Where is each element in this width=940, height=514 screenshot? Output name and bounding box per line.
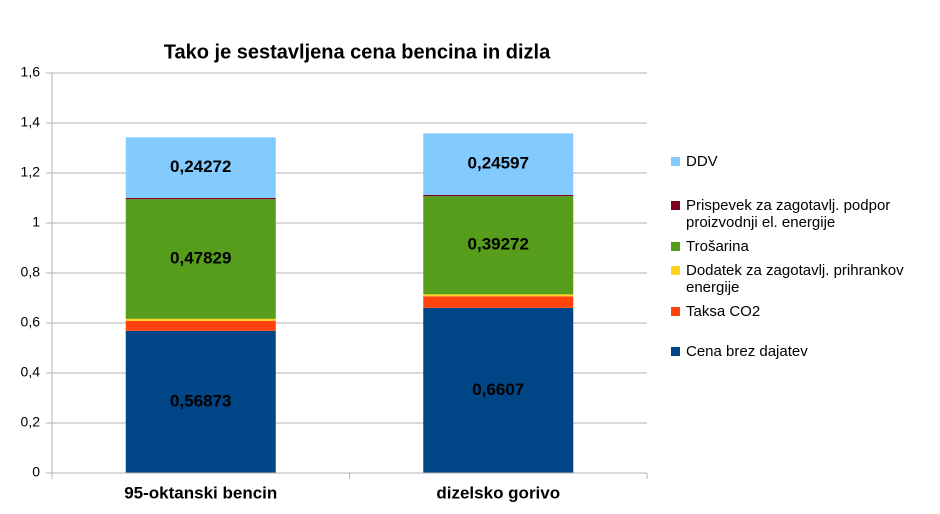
y-tick-label: 1,2 bbox=[21, 164, 41, 180]
legend-entry: Trošarina bbox=[668, 238, 936, 255]
bar-segment bbox=[125, 199, 276, 319]
chart-title: Tako je sestavljena cena bencina in dizl… bbox=[164, 41, 551, 63]
legend-label: Dodatek za zagotavlj. prihrankov energij… bbox=[686, 262, 904, 296]
x-tick-label: dizelsko gorivo bbox=[436, 483, 560, 502]
value-label: 0,39272 bbox=[468, 235, 529, 254]
value-label: 0,56873 bbox=[170, 391, 231, 410]
bar-segment bbox=[125, 137, 276, 198]
y-tick-label: 0,2 bbox=[21, 414, 41, 430]
bar-segment bbox=[423, 294, 574, 297]
bar-segment bbox=[125, 320, 276, 331]
legend-label: Prispevek za zagotavlj. podpor proizvodn… bbox=[686, 197, 891, 231]
legend-swatch bbox=[671, 157, 680, 166]
bar-segment bbox=[423, 307, 574, 473]
y-tick-label: 0,8 bbox=[21, 264, 41, 280]
bar-segment bbox=[125, 318, 276, 321]
value-label: 0,24272 bbox=[170, 157, 231, 176]
bar-segment bbox=[423, 194, 574, 197]
legend-entry: DDV bbox=[668, 153, 936, 170]
y-tick-label: 1,6 bbox=[21, 64, 41, 80]
y-tick-label: 0 bbox=[32, 464, 40, 480]
value-label: 0,6607 bbox=[472, 380, 524, 399]
legend-entry: Dodatek za zagotavlj. prihrankov energij… bbox=[668, 262, 936, 296]
legend-swatch bbox=[671, 242, 680, 251]
legend-label: Cena brez dajatev bbox=[686, 343, 808, 360]
bar-segment bbox=[423, 133, 574, 195]
legend-swatch bbox=[671, 347, 680, 356]
value-label: 0,24597 bbox=[468, 154, 529, 173]
bar-segment bbox=[125, 197, 276, 200]
bar-segment bbox=[423, 296, 574, 308]
legend-label: Taksa CO2 bbox=[686, 303, 761, 320]
bar-segment bbox=[423, 196, 574, 295]
legend-swatch bbox=[671, 307, 680, 316]
legend-entry: Cena brez dajatev bbox=[668, 343, 936, 360]
legend-swatch bbox=[671, 201, 680, 210]
y-tick-label: 0,6 bbox=[21, 314, 41, 330]
legend-entry: Prispevek za zagotavlj. podpor proizvodn… bbox=[668, 197, 936, 231]
legend-swatch bbox=[671, 266, 680, 275]
bar-segment bbox=[125, 330, 276, 473]
legend-label: DDV bbox=[686, 153, 718, 170]
y-tick-label: 0,4 bbox=[21, 364, 41, 380]
y-tick-label: 1,4 bbox=[21, 114, 41, 130]
y-tick-label: 1 bbox=[32, 214, 40, 230]
value-label: 0,47829 bbox=[170, 249, 231, 268]
x-tick-label: 95-oktanski bencin bbox=[124, 483, 277, 502]
legend-label: Trošarina bbox=[686, 238, 749, 255]
legend-entry: Taksa CO2 bbox=[668, 303, 936, 320]
